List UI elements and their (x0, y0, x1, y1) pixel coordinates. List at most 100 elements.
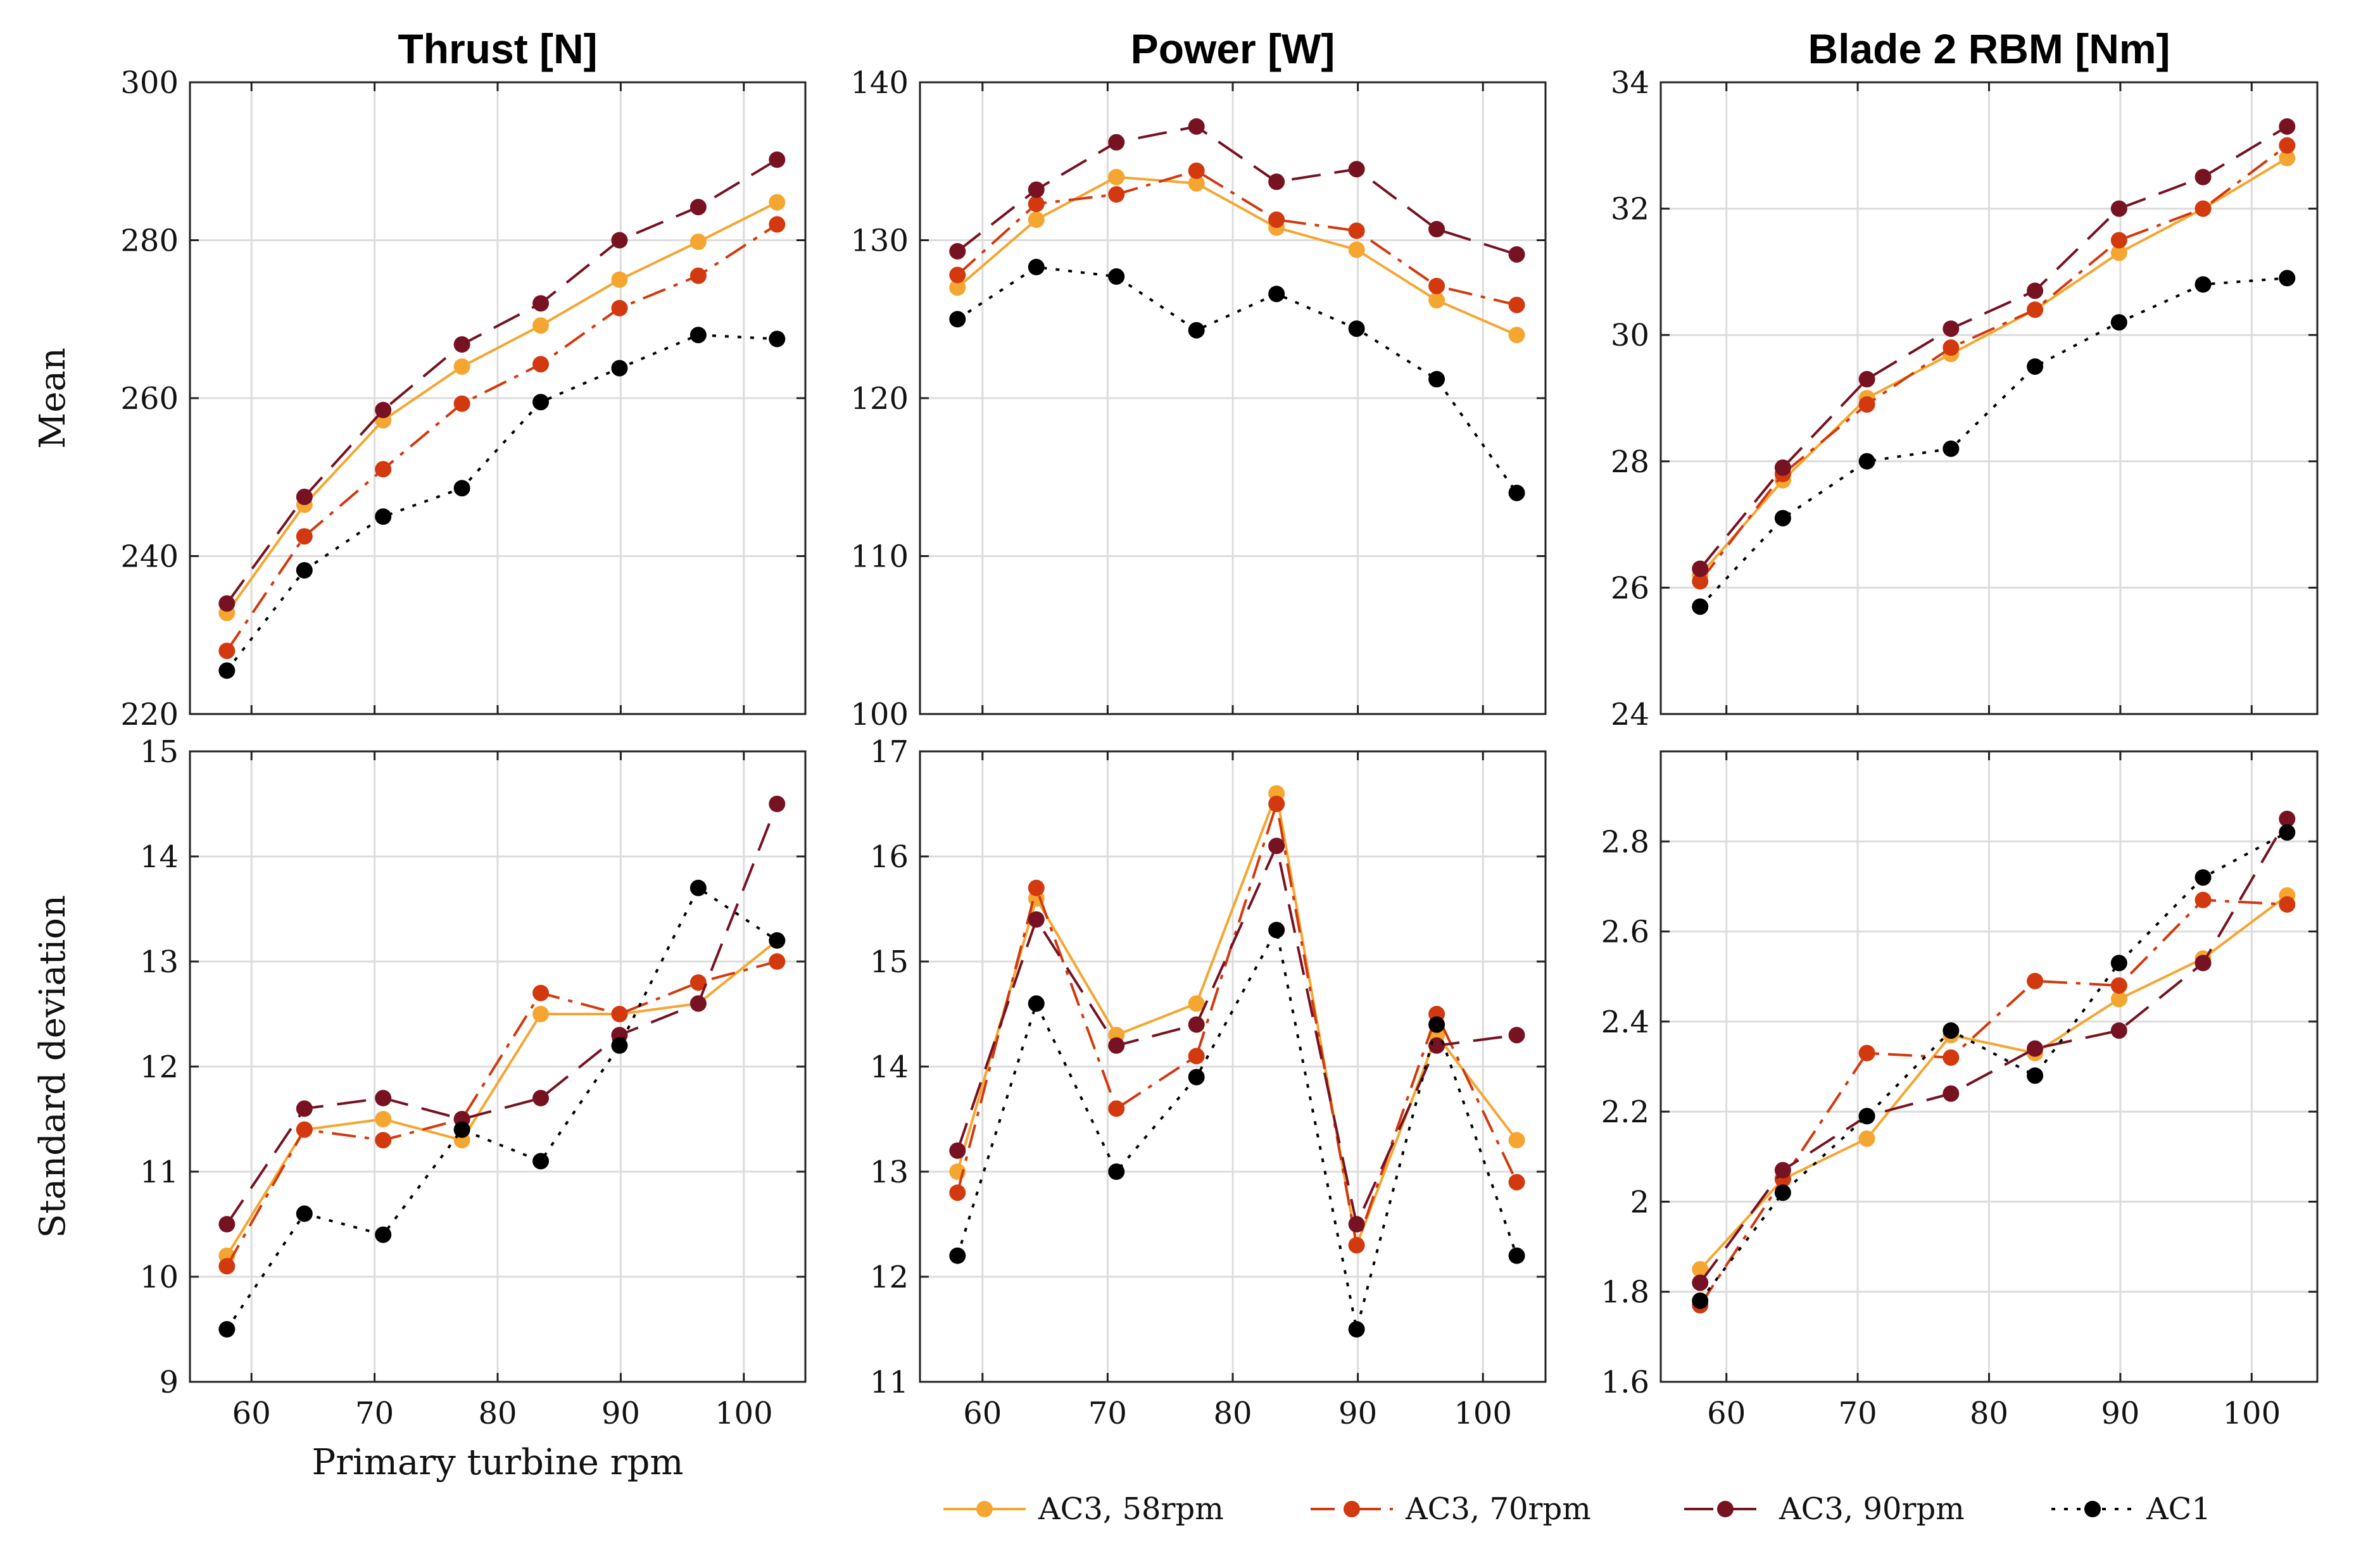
data-point (1028, 196, 1045, 213)
panel-thrust-mean: 220 240 260 280 300 Thrust [N] Mean (32, 25, 807, 732)
y-tick-label: 17 (870, 734, 909, 770)
data-point (532, 394, 550, 411)
series-line-ac3-70rpm (1699, 144, 2288, 582)
series-line-ac1 (225, 334, 778, 672)
data-point (1108, 1100, 1125, 1117)
y-tick-label: 2.2 (1601, 1094, 1649, 1130)
data-point (532, 317, 550, 334)
data-point (2110, 244, 2127, 261)
data-point (1108, 134, 1125, 151)
data-point (1428, 371, 1445, 388)
data-point (1692, 573, 1709, 590)
data-point (1188, 162, 1205, 179)
series-line-ac3-70rpm (956, 169, 1518, 306)
data-point (1508, 296, 1525, 313)
series-line-ac3-70rpm (225, 960, 778, 1267)
legend-marker (2084, 1501, 2101, 1517)
data-point (532, 356, 550, 373)
data-point (1774, 1162, 1791, 1179)
y-axis-label: Standard deviation (32, 895, 73, 1238)
data-point (1858, 1044, 1875, 1062)
y-tick-label: 24 (1611, 697, 1649, 732)
legend-marker (976, 1501, 993, 1517)
chart-title: Thrust [N] (398, 25, 597, 72)
data-point (1692, 1292, 1709, 1309)
data-point (1692, 1274, 1709, 1291)
data-point (2110, 977, 2127, 994)
data-point (769, 932, 786, 949)
legend-marker (1344, 1501, 1360, 1517)
y-tick-label: 15 (870, 944, 909, 980)
y-tick-label: 12 (870, 1260, 909, 1295)
panel-thrust-std: 60 70 80 90 100 9 10 11 12 13 14 15 Standard deviati… (32, 734, 807, 1483)
data-point (1108, 186, 1125, 203)
data-point (2027, 1040, 2044, 1057)
data-point (1188, 322, 1205, 339)
y-tick-label: 9 (159, 1365, 179, 1400)
data-point (1942, 339, 1960, 356)
data-point (218, 1216, 236, 1232)
data-point (375, 461, 392, 478)
data-point (1188, 1016, 1205, 1033)
legend-marker (1717, 1501, 1734, 1517)
data-point (2027, 1067, 2044, 1084)
legend-label: AC1 (2146, 1491, 2211, 1527)
x-tick-label: 60 (1707, 1396, 1746, 1431)
y-tick-label: 220 (120, 697, 179, 732)
chart-title: Power [W] (1131, 25, 1335, 72)
y-tick-label: 2.8 (1601, 824, 1649, 860)
data-point (532, 1006, 550, 1022)
data-point (949, 311, 966, 328)
data-point (453, 480, 470, 497)
y-tick-label: 13 (870, 1155, 909, 1190)
y-tick-label: 13 (140, 944, 179, 980)
data-point (1774, 510, 1791, 527)
data-point (2027, 282, 2044, 299)
data-point (218, 1258, 236, 1275)
x-tick-label: 60 (232, 1396, 271, 1431)
series-line-ac3-90rpm (225, 803, 779, 1225)
data-point (689, 267, 707, 284)
data-point (1348, 161, 1365, 178)
series-line-ac3-70rpm (225, 223, 778, 652)
data-point (1692, 1261, 1709, 1278)
x-tick-label: 90 (601, 1396, 640, 1431)
data-point (1348, 1237, 1365, 1254)
x-tick-label: 70 (355, 1396, 394, 1431)
y-tick-label: 11 (870, 1365, 909, 1400)
data-point (769, 216, 786, 233)
data-point (949, 242, 966, 260)
x-tick-label: 80 (1970, 1396, 2008, 1431)
legend-item: AC3, 58rpm (943, 1491, 1224, 1527)
x-axis-label: Primary turbine rpm (312, 1442, 684, 1483)
series-line-ac3-70rpm (956, 803, 1518, 1247)
y-tick-label: 100 (850, 697, 909, 732)
data-point (1188, 1068, 1205, 1086)
panel-rbm-mean: 24 26 28 30 32 34 Blade 2 RBM [Nm] (1611, 25, 2319, 732)
series-line-ac3-58rpm (225, 939, 778, 1256)
y-tick-label: 15 (140, 734, 179, 770)
data-point (218, 1321, 236, 1338)
data-point (2110, 955, 2127, 972)
series-line-ac3-58rpm (225, 201, 778, 614)
data-point (1268, 922, 1285, 939)
data-point (2110, 314, 2127, 331)
data-point (1348, 222, 1365, 239)
data-point (2279, 270, 2296, 287)
panel-power-mean: 100 110 120 130 140 Power [W] (850, 25, 1547, 732)
y-tick-label: 110 (850, 539, 909, 575)
x-tick-label: 70 (1839, 1396, 1877, 1431)
y-tick-label: 140 (850, 65, 909, 101)
data-point (949, 266, 966, 284)
y-tick-label: 34 (1611, 65, 1649, 101)
series-line-ac3-70rpm (1699, 898, 2288, 1306)
data-point (769, 194, 786, 211)
data-point (1428, 1016, 1445, 1033)
y-tick-label: 30 (1611, 318, 1649, 353)
data-point (611, 1006, 628, 1022)
data-point (532, 984, 550, 1001)
data-point (1428, 277, 1445, 294)
data-point (453, 358, 470, 375)
series-line-ac3-90rpm (956, 844, 1517, 1225)
